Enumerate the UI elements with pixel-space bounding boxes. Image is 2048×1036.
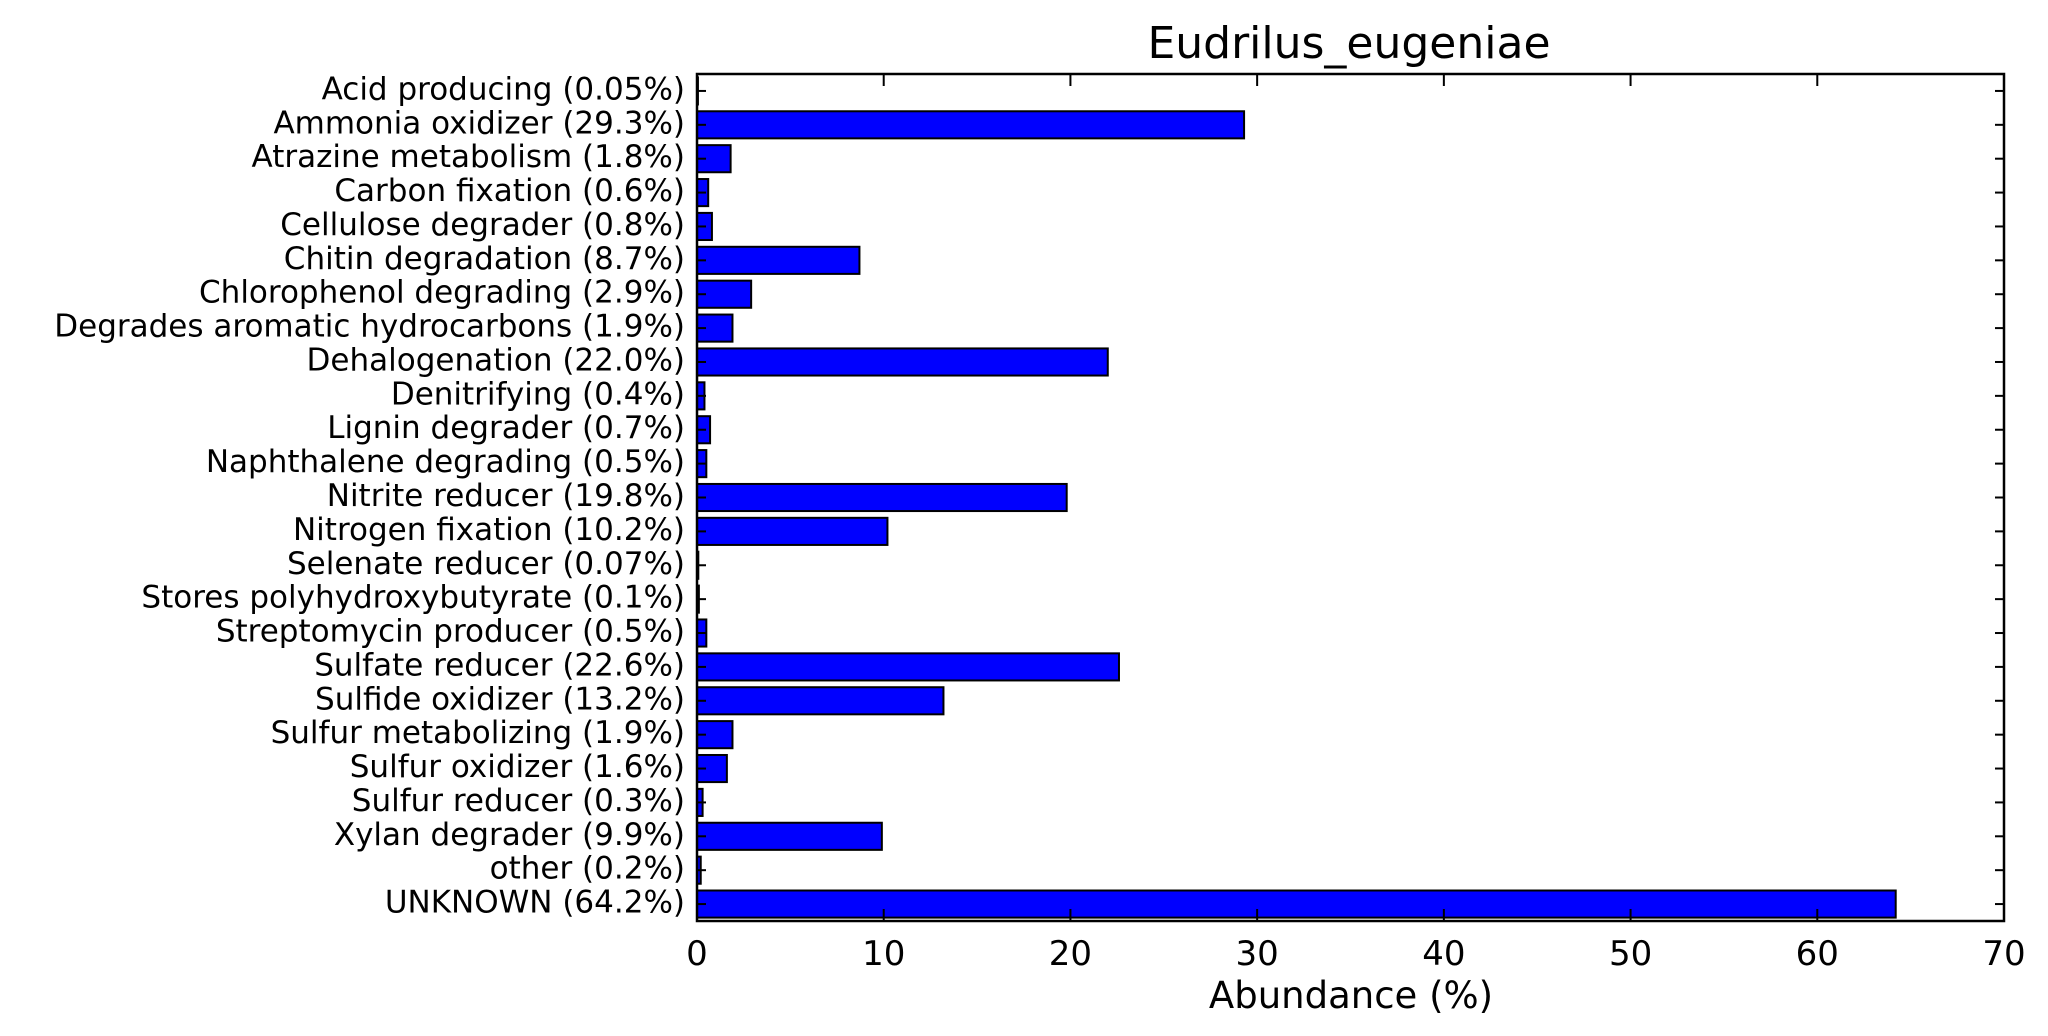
category-label: Nitrogen fixation (10.2%) <box>293 512 685 548</box>
x-tick-label: 50 <box>1609 934 1652 974</box>
bar-unknown <box>696 889 1897 919</box>
bar-ammonia-oxidizer <box>696 110 1246 140</box>
category-label: Ammonia oxidizer (29.3%) <box>273 105 685 141</box>
category-label: other (0.2%) <box>490 851 685 887</box>
category-label: Lignin degrader (0.7%) <box>327 410 685 446</box>
x-tick-label: 40 <box>1422 934 1465 974</box>
category-label: Acid producing (0.05%) <box>322 71 685 107</box>
x-tick-label: 30 <box>1236 934 1279 974</box>
bar-sulfide-oxidizer <box>696 686 945 716</box>
category-label: Sulfur oxidizer (1.6%) <box>350 749 685 785</box>
x-tick-label: 20 <box>1049 934 1092 974</box>
chart-title: Eudrilus_eugeniae <box>1147 18 1550 69</box>
bar-nitrogen-fixation <box>696 516 889 546</box>
category-label: Sulfur reducer (0.3%) <box>352 783 685 819</box>
category-label: Sulfide oxidizer (13.2%) <box>315 681 685 717</box>
category-label: Stores polyhydroxybutyrate (0.1%) <box>141 580 685 616</box>
category-label: Naphthalene degrading (0.5%) <box>206 444 685 480</box>
category-label: Degrades aromatic hydrocarbons (1.9%) <box>54 309 685 345</box>
category-label: Xylan degrader (9.9%) <box>334 817 685 853</box>
x-tick-label: 60 <box>1796 934 1839 974</box>
category-label: Carbon fixation (0.6%) <box>334 173 685 209</box>
category-label: Chitin degradation (8.7%) <box>284 241 685 277</box>
category-label: Sulfur metabolizing (1.9%) <box>271 715 685 751</box>
category-label: Dehalogenation (22.0%) <box>307 342 685 378</box>
bar-dehalogenation <box>696 347 1109 377</box>
x-axis-label: Abundance (%) <box>1209 974 1493 1017</box>
category-label: Streptomycin producer (0.5%) <box>216 614 685 650</box>
category-label: Nitrite reducer (19.8%) <box>327 478 685 514</box>
category-label: Selenate reducer (0.07%) <box>287 546 685 582</box>
plot-frame <box>695 72 2006 923</box>
category-label: Sulfate reducer (22.6%) <box>314 647 685 683</box>
category-labels-group: Acid producing (0.05%)Ammonia oxidizer (… <box>54 71 2025 974</box>
category-label: Chlorophenol degrading (2.9%) <box>199 275 685 311</box>
ticks-group <box>696 74 2005 921</box>
bar-xylan-degrader <box>696 821 883 851</box>
category-label: UNKNOWN (64.2%) <box>385 885 685 921</box>
bar-chitin-degradation <box>696 245 861 275</box>
bar-sulfate-reducer <box>696 652 1120 682</box>
category-label: Cellulose degrader (0.8%) <box>280 207 685 243</box>
category-label: Atrazine metabolism (1.8%) <box>252 139 685 175</box>
x-tick-label: 10 <box>862 934 905 974</box>
category-label: Denitrifying (0.4%) <box>391 376 685 412</box>
x-tick-label: 70 <box>1982 934 2025 974</box>
x-tick-label: 0 <box>686 934 708 974</box>
bars-group <box>696 76 1897 919</box>
bar-nitrite-reducer <box>696 482 1068 513</box>
